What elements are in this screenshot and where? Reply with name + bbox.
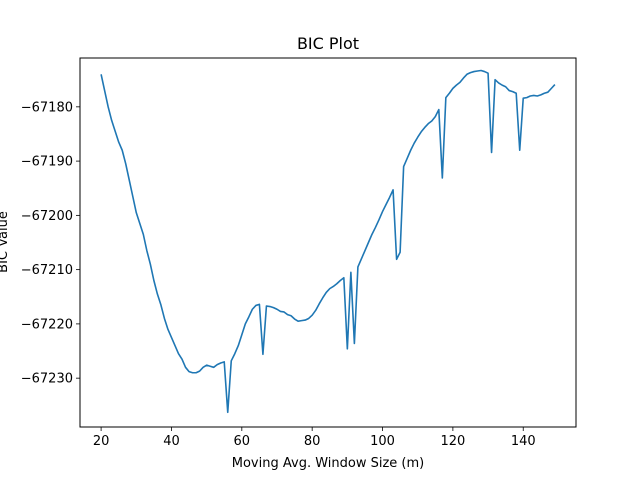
y-tick-label: −67210: [21, 263, 73, 278]
plot-content: [100, 69, 556, 414]
chart-title: BIC Plot: [297, 34, 359, 53]
series-line-0: [100, 69, 556, 414]
axes-frame: [79, 57, 577, 428]
x-tick-label: 80: [304, 434, 321, 449]
y-axis-ticks: −67230 −67220 −67210 −67200 −67190 −67180: [21, 100, 80, 387]
x-tick-label: 120: [440, 434, 465, 449]
x-tick-label: 140: [511, 434, 536, 449]
x-tick-label: 100: [370, 434, 395, 449]
y-tick-label: −67200: [21, 209, 73, 224]
y-tick-label: −67180: [21, 100, 73, 115]
x-tick-label: 60: [234, 434, 251, 449]
y-tick-label: −67230: [21, 372, 73, 387]
y-tick-label: −67220: [21, 317, 73, 332]
x-axis-label: Moving Avg. Window Size (m): [232, 456, 424, 471]
x-tick-label: 40: [163, 434, 180, 449]
y-axis-label: BIC Value: [0, 211, 11, 273]
y-tick-label: −67190: [21, 155, 73, 170]
x-axis-ticks: 20 40 60 80 100 120 140: [93, 427, 536, 449]
x-tick-label: 20: [93, 434, 110, 449]
